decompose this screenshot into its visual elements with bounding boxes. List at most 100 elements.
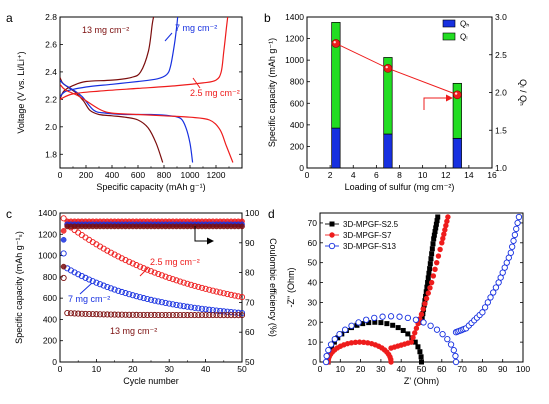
nyquist-point-red bbox=[422, 301, 428, 307]
x-axis-label: Cycle number bbox=[123, 376, 179, 386]
capacity-point-red bbox=[140, 265, 147, 272]
nyquist-point-black bbox=[431, 236, 437, 242]
nyquist-point-black bbox=[425, 280, 431, 286]
capacity-point-red bbox=[122, 257, 129, 264]
y2-axis-label: Coulombic efficiency (%) bbox=[268, 238, 278, 337]
capacity-point-dark_red bbox=[209, 312, 216, 319]
capacity-point-blue bbox=[144, 295, 151, 303]
legend-marker bbox=[328, 242, 336, 250]
capacity-point-dark_red bbox=[217, 312, 224, 319]
y-tick-label: 0 bbox=[312, 357, 317, 367]
x-tick-label: 6 bbox=[374, 170, 379, 180]
efficiency-axis-arrow bbox=[194, 226, 207, 242]
nyquist-point-black bbox=[372, 319, 378, 325]
capacity-point-red bbox=[151, 269, 158, 276]
annotation-2p5mg: 2.5 mg cm⁻² bbox=[190, 88, 240, 98]
ratio-axis-arrow bbox=[423, 97, 446, 110]
nyquist-point-black bbox=[405, 331, 411, 337]
capacity-point-blue bbox=[187, 304, 195, 311]
nyquist-point-blue bbox=[325, 347, 332, 354]
nyquist-point-blue bbox=[420, 319, 427, 326]
y2-tick-label: 90 bbox=[245, 238, 255, 248]
capacity-point-dark_red bbox=[71, 310, 78, 317]
capacity-point-blue bbox=[107, 285, 115, 292]
capacity-point-dark_red bbox=[67, 310, 74, 317]
capacity-point-red bbox=[217, 289, 224, 296]
capacity-point-red bbox=[126, 258, 133, 265]
nyquist-point-blue bbox=[396, 313, 403, 320]
capacity-point-red bbox=[191, 282, 198, 289]
y-tick-label: 40 bbox=[308, 278, 318, 288]
nyquist-point-black bbox=[432, 229, 438, 235]
capacity-point-red bbox=[198, 284, 206, 291]
y-tick-label: 2.6 bbox=[45, 39, 57, 49]
capacity-point-dark_red bbox=[235, 312, 242, 319]
x-tick-label: 800 bbox=[157, 170, 171, 180]
y-tick-label: 600 bbox=[43, 293, 57, 303]
capacity-point-blue bbox=[115, 287, 122, 294]
y-tick-label: 50 bbox=[308, 258, 318, 268]
nyquist-point-blue bbox=[444, 336, 451, 343]
capacity-point-red bbox=[137, 263, 144, 270]
panel-c: c 0 10 20 30 40 50 0 200 400 600 800 1000 1200 1400 Cyc… bbox=[6, 207, 278, 386]
capacity-point-blue bbox=[111, 286, 118, 293]
ratio-point-highlight bbox=[333, 41, 336, 44]
nyquist-point-red bbox=[352, 339, 359, 346]
annotation-13mg: 13 mg cm⁻² bbox=[82, 25, 129, 35]
capacity-point-red bbox=[107, 249, 115, 256]
capacity-point-dark_red bbox=[60, 274, 67, 281]
nyquist-point-black bbox=[427, 266, 433, 272]
capacity-point-dark_red bbox=[231, 312, 238, 319]
capacity-point-dark_red bbox=[228, 312, 235, 319]
efficiency-point-dark_red bbox=[60, 263, 67, 270]
nyquist-point-black bbox=[384, 321, 390, 327]
nyquist-point-black bbox=[400, 327, 406, 333]
nyquist-point-black bbox=[360, 321, 366, 327]
x-tick-label: 2 bbox=[328, 170, 333, 180]
y-tick-label: 0 bbox=[52, 357, 57, 367]
nyquist-point-red bbox=[442, 227, 448, 233]
series-line-red-charge bbox=[60, 17, 229, 100]
capacity-point-blue bbox=[224, 308, 231, 315]
x-tick-label: 200 bbox=[79, 170, 93, 180]
nyquist-point-black bbox=[428, 256, 434, 262]
nyquist-point-blue bbox=[513, 225, 520, 233]
y-axis-label: -Z'' (Ohm) bbox=[286, 268, 296, 308]
nyquist-point-blue bbox=[404, 314, 412, 322]
capacity-point-dark_red bbox=[129, 311, 136, 318]
capacity-point-blue bbox=[126, 291, 133, 298]
x-tick-label: 1000 bbox=[181, 170, 200, 180]
capacity-point-dark_red bbox=[107, 311, 115, 318]
nyquist-point-red bbox=[437, 246, 443, 253]
y-tick-label: 600 bbox=[290, 98, 304, 108]
capacity-point-blue bbox=[158, 299, 165, 306]
nyquist-point-black bbox=[424, 284, 430, 290]
nyquist-point-blue bbox=[514, 219, 521, 227]
nyquist-point-red bbox=[435, 253, 442, 259]
nyquist-point-red bbox=[441, 231, 447, 237]
capacity-point-red bbox=[162, 273, 169, 280]
capacity-point-blue bbox=[71, 269, 78, 276]
nyquist-point-black bbox=[422, 298, 428, 304]
nyquist-point-blue bbox=[481, 304, 489, 311]
capacity-point-dark_red bbox=[173, 312, 180, 319]
nyquist-point-red bbox=[425, 290, 431, 296]
y-tick-label: 10 bbox=[308, 337, 318, 347]
capacity-point-dark_red bbox=[89, 311, 96, 318]
y-tick-label: 1200 bbox=[285, 34, 304, 44]
panel-letter: c bbox=[6, 207, 12, 221]
nyquist-point-black bbox=[335, 335, 341, 341]
nyquist-point-black bbox=[429, 246, 435, 252]
nyquist-point-black bbox=[429, 251, 435, 257]
y-tick-label: 1400 bbox=[285, 12, 304, 22]
x-tick-label: 1200 bbox=[207, 170, 226, 180]
capacity-point-dark_red bbox=[82, 310, 89, 317]
nyquist-point-black bbox=[430, 241, 436, 247]
bar-blue bbox=[452, 137, 462, 169]
nyquist-point-red bbox=[388, 359, 394, 365]
capacity-point-red bbox=[173, 277, 180, 284]
panel-letter: d bbox=[268, 207, 275, 221]
capacity-point-blue bbox=[86, 276, 93, 283]
nyquist-point-blue bbox=[433, 326, 441, 333]
